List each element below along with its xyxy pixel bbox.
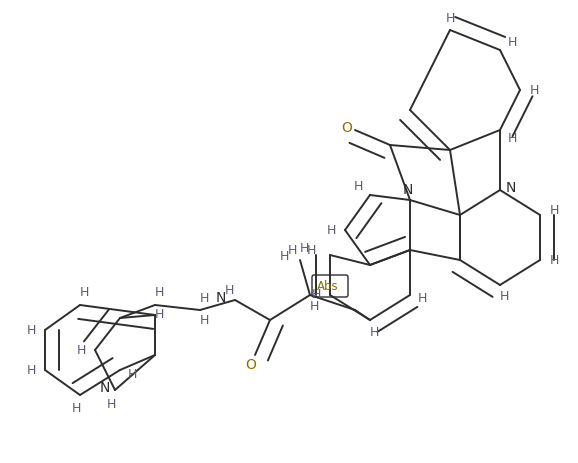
Text: O: O bbox=[246, 358, 257, 372]
Text: H: H bbox=[312, 288, 321, 301]
Text: H: H bbox=[507, 131, 517, 144]
Text: H: H bbox=[27, 363, 36, 376]
Text: H: H bbox=[369, 325, 379, 338]
Text: Abs: Abs bbox=[317, 280, 339, 293]
Text: H: H bbox=[299, 242, 309, 255]
Text: H: H bbox=[279, 250, 288, 263]
Text: H: H bbox=[199, 292, 209, 305]
Text: H: H bbox=[199, 313, 209, 326]
Text: H: H bbox=[154, 308, 164, 321]
Text: H: H bbox=[529, 83, 539, 96]
Text: H: H bbox=[445, 12, 455, 25]
Text: H: H bbox=[306, 244, 316, 257]
Text: H: H bbox=[106, 398, 116, 411]
Text: H: H bbox=[309, 300, 318, 313]
Text: H: H bbox=[154, 287, 164, 300]
Text: H: H bbox=[549, 205, 559, 218]
Text: H: H bbox=[549, 254, 559, 267]
Text: H: H bbox=[499, 290, 509, 304]
Text: H: H bbox=[27, 324, 36, 337]
Text: N: N bbox=[403, 183, 413, 197]
Text: N: N bbox=[506, 181, 516, 195]
Text: H: H bbox=[224, 283, 234, 296]
Text: H: H bbox=[79, 287, 88, 300]
Text: N: N bbox=[100, 381, 110, 395]
Text: N: N bbox=[216, 291, 226, 305]
Text: H: H bbox=[417, 293, 427, 306]
Text: O: O bbox=[342, 121, 353, 135]
Text: H: H bbox=[353, 181, 362, 194]
Text: H: H bbox=[507, 36, 517, 49]
Text: H: H bbox=[76, 344, 86, 357]
Text: H: H bbox=[327, 224, 336, 237]
Text: H: H bbox=[127, 368, 136, 381]
Text: H: H bbox=[287, 244, 297, 257]
FancyBboxPatch shape bbox=[312, 275, 348, 297]
Text: H: H bbox=[71, 402, 81, 415]
